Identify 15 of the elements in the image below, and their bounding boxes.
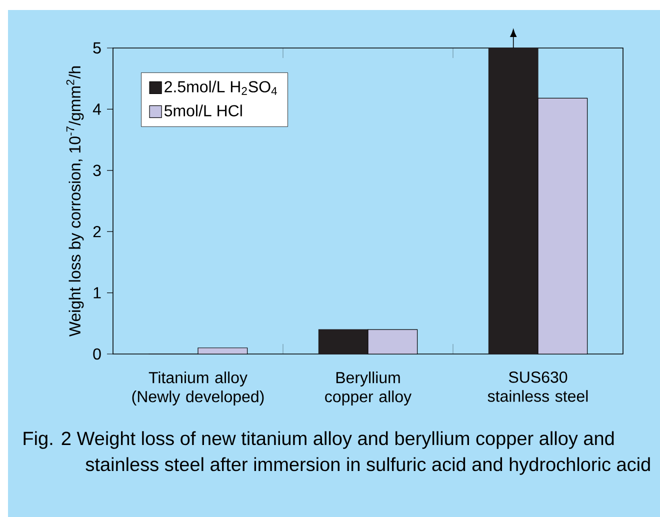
y-tick-label: 2 [93, 226, 101, 238]
bar [488, 48, 538, 354]
y-tick-label: 3 [93, 164, 101, 176]
y-tick-label: 4 [92, 104, 102, 115]
x-tick-label: SUS630 stainless steel [488, 372, 588, 402]
x-tick-label: Beryllium copper alloy [325, 372, 412, 406]
bar [318, 329, 368, 354]
x-tick-label: Titanium alloy (Newly developed) [132, 372, 264, 406]
y-tick-label: 5 [93, 42, 101, 54]
legend-label: 5mol/L HCl [164, 104, 242, 116]
caption: Fig. 2 Weight loss of new titanium alloy and beryllium copper alloy and stainless steel after immersion in sulfuric acid and hydrochloric acid [24, 431, 650, 475]
legend-label: 2.5mol/L H$_{2}$SO$_{4}$ [164, 80, 277, 95]
y-axis-title: Weight loss by corrosion, 10$^{-7}$/gmm$^{2}$/h [66, 66, 84, 337]
y-tick-label: 0 [93, 348, 101, 360]
y-tick-label: 1 [94, 287, 101, 298]
